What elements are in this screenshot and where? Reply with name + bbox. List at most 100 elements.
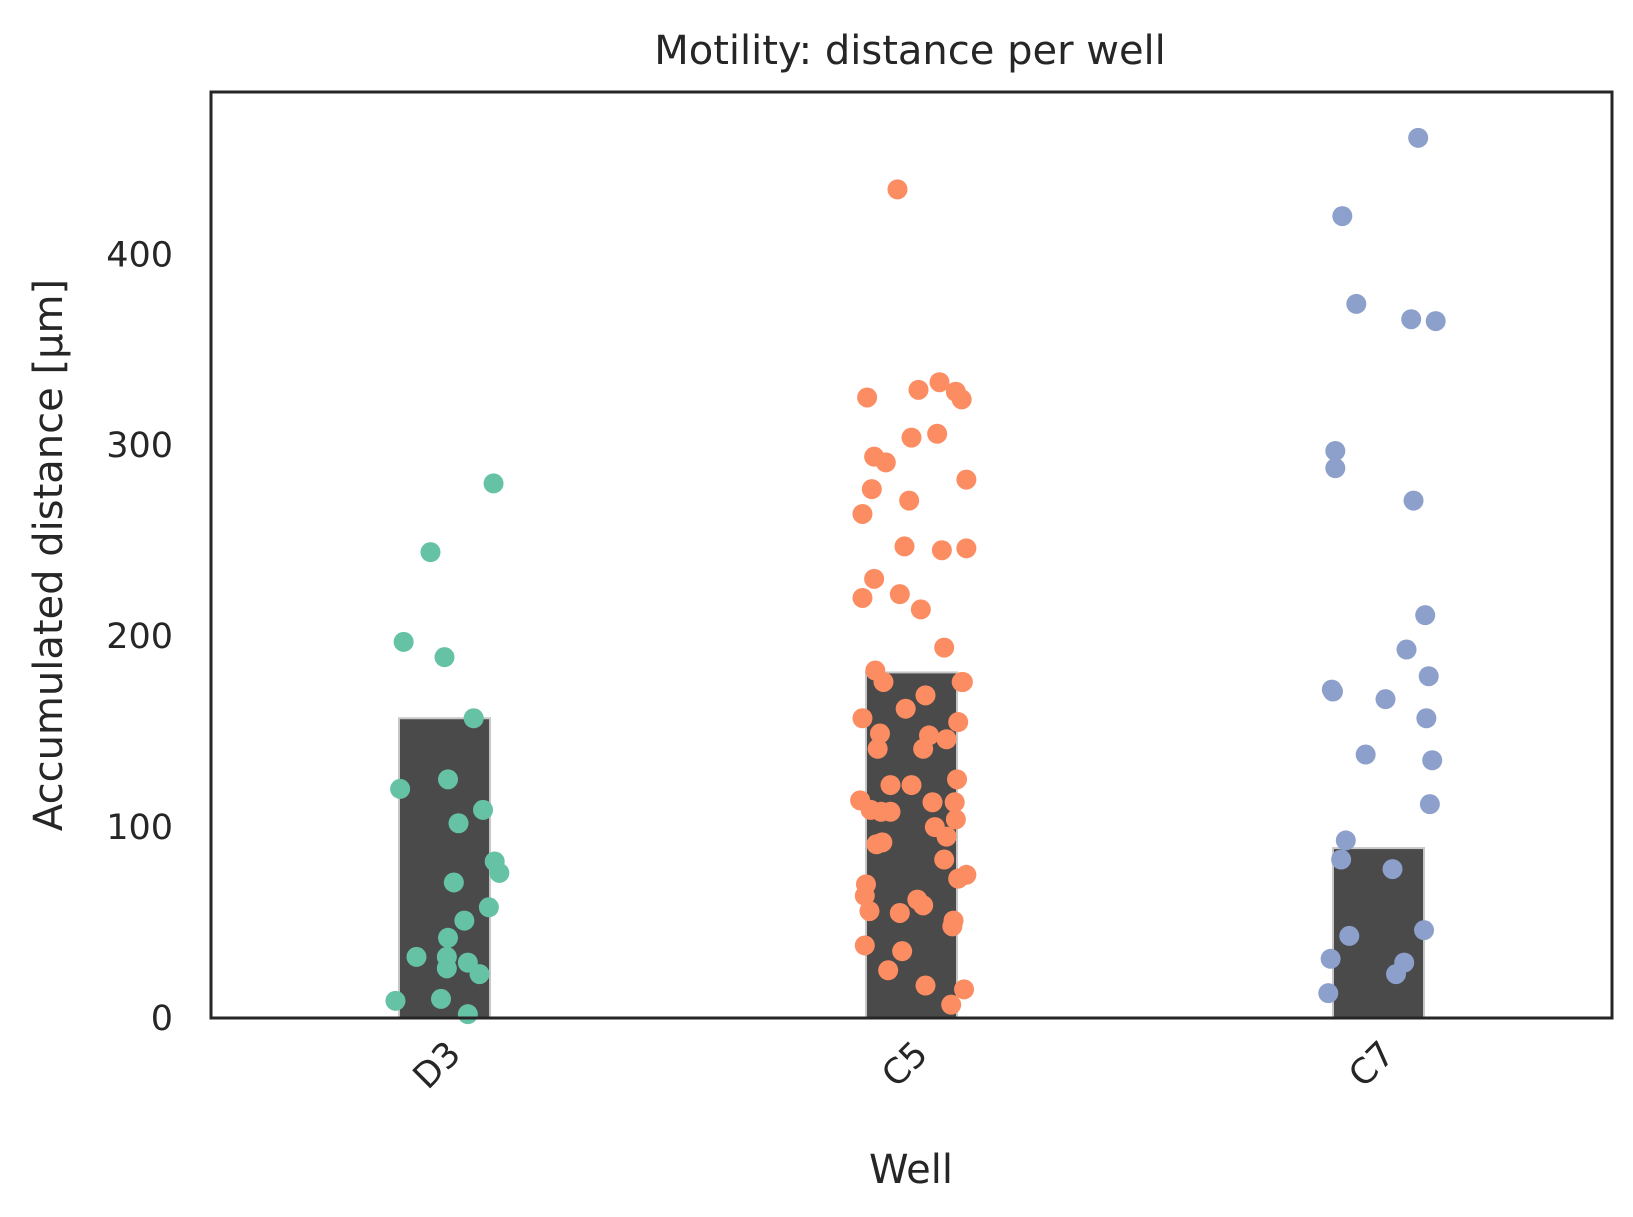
point-d3-5 [430, 988, 451, 1009]
point-c5-44 [934, 849, 955, 870]
point-c7-22 [1416, 708, 1437, 729]
point-c5-26 [892, 941, 913, 962]
point-c5-12 [864, 568, 885, 589]
bars-layer [397, 671, 1426, 1019]
x-ticks-layer: D3 C5 C7 [406, 1034, 1403, 1097]
point-c5-65 [887, 179, 908, 200]
point-c5-19 [873, 671, 894, 692]
point-c5-3 [852, 587, 873, 608]
point-c7-5 [1325, 458, 1346, 479]
point-c5-31 [901, 775, 922, 796]
x-tick-label-d3: D3 [406, 1034, 469, 1097]
point-c5-57 [956, 864, 977, 885]
y-ticks-layer: 0 100 200 300 400 [106, 235, 173, 1039]
y-tick-label-300: 300 [106, 426, 173, 466]
chart-title: Motility: distance per well [654, 28, 1166, 74]
point-c5-41 [927, 423, 948, 444]
point-c7-6 [1331, 849, 1352, 870]
point-c5-60 [951, 671, 972, 692]
point-c5-59 [956, 469, 977, 490]
point-c5-38 [919, 725, 940, 746]
point-c7-1 [1320, 948, 1341, 969]
point-c7-17 [1401, 309, 1422, 330]
point-d3-17 [469, 964, 490, 985]
point-d3-16 [463, 708, 484, 729]
point-c5-49 [943, 910, 964, 931]
point-d3-19 [478, 897, 499, 918]
point-c5-52 [947, 769, 968, 790]
point-c7-20 [1414, 920, 1435, 941]
point-d3-18 [473, 799, 494, 820]
point-c5-27 [894, 536, 915, 557]
y-tick-label-100: 100 [106, 808, 173, 848]
y-tick-label-400: 400 [106, 235, 173, 275]
point-c7-25 [1422, 750, 1443, 771]
point-c5-43 [934, 637, 955, 658]
point-d3-1 [390, 778, 411, 799]
point-c7-10 [1346, 293, 1367, 314]
point-c5-7 [857, 387, 878, 408]
point-c5-6 [855, 874, 876, 895]
point-d3-0 [385, 990, 406, 1011]
point-c5-30 [901, 427, 922, 448]
y-tick-label-200: 200 [106, 617, 173, 657]
point-c5-2 [852, 503, 873, 524]
point-c5-8 [859, 901, 880, 922]
point-c7-18 [1403, 490, 1424, 511]
point-c5-25 [889, 902, 910, 923]
point-c5-56 [954, 979, 975, 1000]
point-c5-58 [956, 538, 977, 559]
y-tick-label-0: 0 [151, 999, 173, 1039]
point-d3-21 [489, 862, 510, 883]
x-tick-label-c5: C5 [875, 1034, 936, 1095]
point-c7-12 [1375, 689, 1396, 710]
points-layer [385, 127, 1446, 1025]
point-c7-11 [1355, 744, 1376, 765]
point-d3-2 [393, 631, 414, 652]
point-c7-23 [1418, 666, 1439, 687]
point-c5-51 [945, 809, 966, 830]
point-c5-42 [931, 540, 952, 561]
point-c7-13 [1382, 859, 1403, 880]
point-c5-20 [875, 452, 896, 473]
plot-frame [209, 90, 1614, 1020]
point-c5-21 [878, 960, 899, 981]
point-c5-1 [852, 708, 873, 729]
point-d3-10 [438, 769, 459, 790]
point-d3-9 [438, 927, 459, 948]
x-tick-label-c7: C7 [1342, 1034, 1403, 1095]
point-d3-8 [436, 946, 457, 967]
point-c7-16 [1396, 639, 1417, 660]
point-c7-26 [1425, 311, 1446, 332]
point-c7-19 [1408, 127, 1429, 148]
point-c5-37 [915, 685, 936, 706]
point-c7-21 [1415, 605, 1436, 626]
point-d3-15 [457, 1004, 478, 1025]
point-c7-4 [1325, 440, 1346, 461]
point-d3-22 [483, 473, 504, 494]
point-c5-33 [910, 599, 931, 620]
point-c5-23 [880, 775, 901, 796]
point-c5-53 [948, 712, 969, 733]
point-c5-64 [908, 379, 929, 400]
point-c5-15 [867, 738, 888, 759]
point-c5-39 [922, 792, 943, 813]
x-axis-label: Well [869, 1147, 953, 1193]
point-c5-63 [929, 372, 950, 393]
point-c7-9 [1339, 925, 1360, 946]
point-c7-3 [1322, 681, 1343, 702]
point-d3-12 [448, 813, 469, 834]
point-c5-34 [913, 895, 934, 916]
point-c5-18 [872, 832, 893, 853]
point-c7-24 [1419, 794, 1440, 815]
point-c5-45 [936, 729, 957, 750]
point-d3-11 [443, 872, 464, 893]
point-c5-16 [869, 723, 890, 744]
point-c5-62 [945, 381, 966, 402]
point-c5-24 [889, 584, 910, 605]
point-c7-0 [1318, 983, 1339, 1004]
point-c5-36 [915, 975, 936, 996]
point-c5-22 [880, 801, 901, 822]
point-c7-8 [1335, 830, 1356, 851]
